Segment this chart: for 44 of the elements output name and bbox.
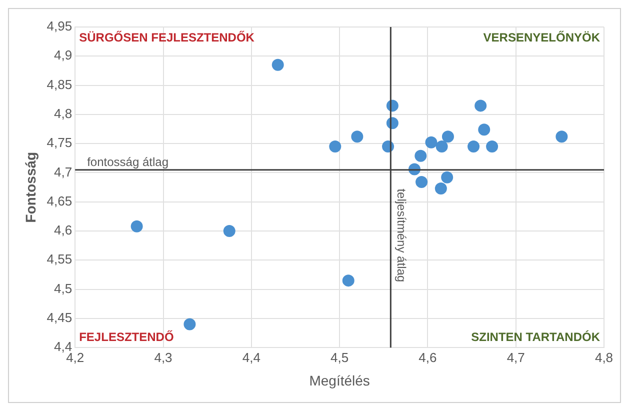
x-tick-label: 4,8 (594, 350, 614, 365)
point (486, 140, 498, 152)
annotation: VERSENYELŐNYÖK (483, 30, 600, 44)
point (425, 136, 438, 148)
y-tick-label: 4,55 (46, 252, 72, 267)
x-tick-label: 4,6 (418, 350, 437, 365)
y-tick-label: 4,9 (54, 48, 72, 63)
annotation: SZINTEN TARTANDÓK (471, 330, 600, 344)
ref-line-label: teljesítmény átlag (394, 188, 408, 282)
y-axis-title: Fontosság (22, 152, 38, 223)
y-tick-label: 4,45 (46, 310, 72, 326)
y-tick-label: 4,5 (54, 280, 72, 296)
point (351, 130, 364, 143)
point (416, 176, 428, 188)
y-tick-label: 4,75 (46, 135, 72, 150)
x-tick-label: 4,4 (242, 350, 260, 365)
point (342, 274, 354, 287)
annotation: FEJLESZTENDŐ (79, 330, 174, 344)
y-tick-label: 4,85 (46, 76, 72, 92)
y-tick-label: 4,65 (46, 193, 72, 208)
point (272, 58, 284, 71)
point (478, 124, 490, 136)
x-tick-label: 4,7 (506, 350, 525, 365)
point (434, 182, 447, 194)
point (223, 225, 236, 238)
point (441, 171, 454, 184)
x-tick-label: 4,3 (154, 350, 172, 365)
ref-line-label: fontosság átlag (87, 155, 169, 170)
point (474, 100, 487, 112)
point (468, 140, 480, 152)
y-tick-label: 4,95 (46, 18, 72, 34)
point (130, 220, 143, 232)
x-tick-label: 4,5 (330, 350, 349, 365)
y-tick-label: 4,6 (54, 222, 72, 238)
x-axis-title: Megítélés (309, 372, 370, 388)
annotation: SÜRGŐSEN FEJLESZTENDŐK (79, 30, 255, 44)
point (442, 130, 454, 143)
point (329, 140, 342, 152)
point (556, 130, 568, 143)
point (436, 140, 448, 152)
point (184, 318, 196, 330)
point (414, 150, 427, 162)
y-tick-label: 4,8 (54, 106, 72, 122)
y-tick-label: 4,7 (54, 164, 72, 180)
